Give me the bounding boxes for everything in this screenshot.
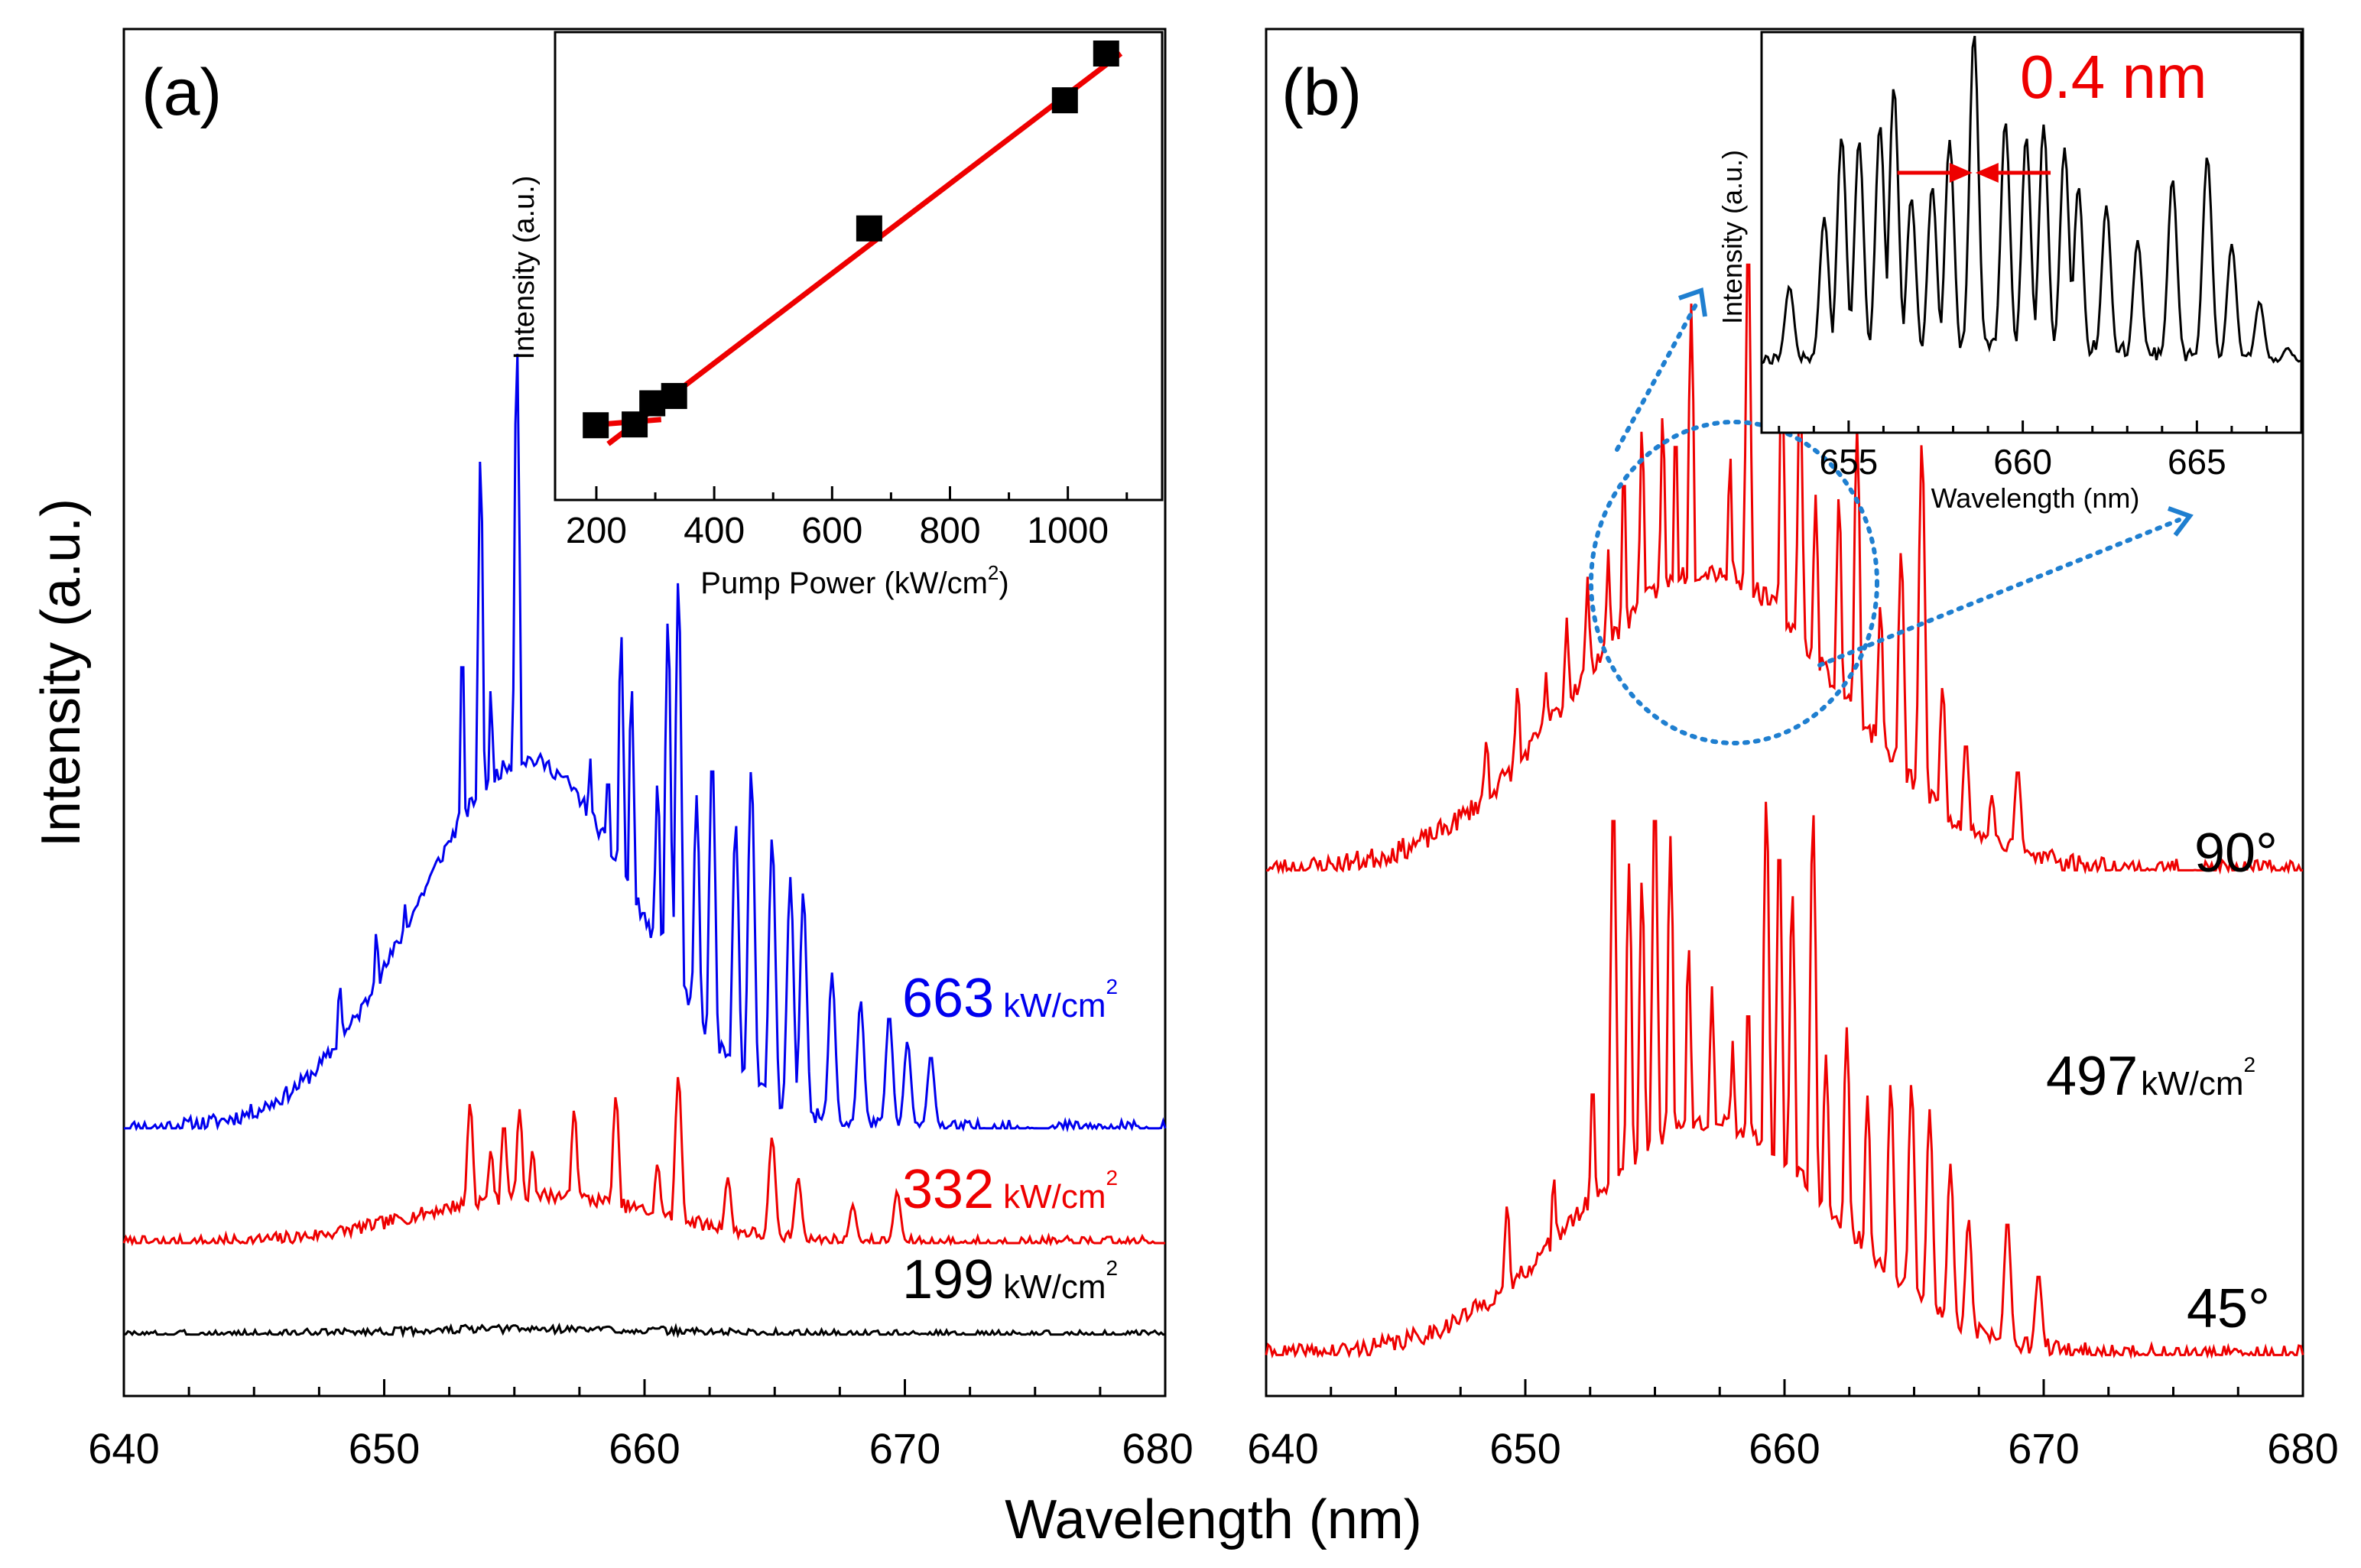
- inset-b-y-label: Intensity (a.u.): [1716, 150, 1748, 324]
- inset-a-x-label-sup: 2: [988, 561, 999, 584]
- panel-a-x-tick-label-650: 650: [349, 1424, 420, 1472]
- panel-a-x-tick-label-660: 660: [609, 1424, 680, 1472]
- panel-b: 640 650 660 670 680 (b) 90° 45° 497kW/cm2 65…: [1247, 28, 2339, 1472]
- inset-a-marks: [583, 41, 1123, 446]
- panel-b-inset: 655 660 665 Intensity (a.u.) Wavelength (n…: [1716, 31, 2303, 514]
- series-label-663-sup: 2: [1106, 975, 1119, 998]
- panel-a-series: [122, 353, 1167, 1339]
- angle-label-90: 90°: [2194, 823, 2278, 884]
- fit-line: [606, 51, 1123, 446]
- panel-b-x-tick-label-650: 650: [1489, 1424, 1560, 1472]
- panel-b-x-tick-label-640: 640: [1247, 1424, 1318, 1472]
- inset-a-tick-label-400: 400: [684, 511, 745, 551]
- data-point-295: [639, 390, 666, 417]
- linewidth-arrow-left-head: [1949, 163, 1973, 183]
- panel-a-x-ticks: 640 650 660 670 680: [88, 1379, 1193, 1472]
- power-label-sup: 2: [2244, 1053, 2256, 1076]
- panel-a-label: (a): [141, 56, 222, 129]
- panel-b-x-tick-label-670: 670: [2008, 1424, 2079, 1472]
- spectrum-line-332: [122, 1076, 1165, 1247]
- panel-a: 640 650 660 670 680 (a) 663 kW/cm2 332 kW/cm2 …: [88, 28, 1193, 1472]
- data-point-995: [1051, 87, 1078, 114]
- series-label-199: 199 kW/cm2: [902, 1249, 1118, 1310]
- zoom-circle: [1589, 420, 1879, 745]
- data-point-332: [661, 382, 687, 409]
- data-point-663: [856, 215, 882, 242]
- spectrum-line-663: [124, 353, 1167, 1133]
- series-label-199-unit: kW/cm: [1003, 1268, 1106, 1306]
- panel-b-x-tick-label-660: 660: [1749, 1424, 1820, 1472]
- panel-a-x-tick-label-640: 640: [88, 1424, 159, 1472]
- inset-a-tick-label-1000: 1000: [1027, 511, 1109, 551]
- inset-b-tick-label-665: 665: [2168, 442, 2226, 482]
- series-label-332-sup: 2: [1106, 1166, 1119, 1190]
- data-point-1065: [1093, 41, 1119, 67]
- zoom-arrow-right-line: [1817, 518, 2181, 667]
- angle-label-45: 45°: [2187, 1278, 2270, 1339]
- series-label-199-value: 199: [902, 1249, 994, 1310]
- panel-a-inset: 200 400 600 800 1000 Intensity (a.u.) Pump P…: [508, 31, 1164, 600]
- spectrum-line-199: [123, 1322, 1166, 1339]
- inset-b-x-ticks: 655 660 665: [1778, 420, 2303, 482]
- inset-a-x-label-text: Pump Power (kW/cm: [700, 566, 988, 600]
- panel-b-label: (b): [1281, 56, 1362, 129]
- inset-b-tick-label-660: 660: [1993, 442, 2052, 482]
- power-label-497: 497kW/cm2: [2046, 1046, 2255, 1107]
- inset-a-tick-label-200: 200: [566, 511, 627, 551]
- inset-b-spectrum-line: [1761, 35, 2301, 365]
- series-label-332-unit: kW/cm: [1003, 1178, 1106, 1216]
- inset-b-x-label: Wavelength (nm): [1931, 482, 2140, 514]
- series-label-663-value: 663: [902, 968, 994, 1029]
- data-point-199: [583, 412, 609, 439]
- linewidth-annotation: 0.4 nm: [2020, 43, 2207, 111]
- panel-b-x-ticks: 640 650 660 670 680: [1247, 1379, 2339, 1472]
- inset-a-x-ticks: 200 400 600 800 1000: [566, 486, 1129, 551]
- panel-b-x-tick-label-680: 680: [2267, 1424, 2338, 1472]
- series-label-332: 332 kW/cm2: [902, 1159, 1118, 1220]
- zoom-arrow-right-head: [2167, 506, 2194, 537]
- power-label-unit: kW/cm: [2141, 1065, 2243, 1102]
- series-label-663: 663 kW/cm2: [902, 968, 1118, 1029]
- panel-a-x-tick-label-680: 680: [1122, 1424, 1193, 1472]
- panel-b-series: [1265, 263, 2304, 1360]
- series-label-332-value: 332: [902, 1159, 994, 1220]
- series-label-663-unit: kW/cm: [1003, 987, 1106, 1024]
- zoom-arrow-left-head: [1678, 287, 1707, 317]
- inset-a-y-label: Intensity (a.u.): [508, 176, 541, 360]
- y-axis-title: Intensity (a.u.): [31, 498, 92, 847]
- inset-a-tick-label-800: 800: [919, 511, 980, 551]
- inset-b-tick-label-655: 655: [1819, 442, 1878, 482]
- inset-b-marks: [1761, 35, 2301, 365]
- panel-a-x-tick-label-670: 670: [869, 1424, 940, 1472]
- x-axis-title: Wavelength (nm): [1005, 1489, 1422, 1550]
- spectrum-line-45deg: [1265, 801, 2304, 1360]
- linewidth-arrow-right-head: [1975, 163, 1999, 183]
- power-label-value: 497: [2046, 1046, 2138, 1107]
- inset-a-x-label: Pump Power (kW/cm2): [700, 561, 1008, 600]
- spectrum-line-90deg: [1266, 263, 2303, 875]
- series-label-199-sup: 2: [1106, 1256, 1119, 1280]
- inset-a-tick-label-600: 600: [801, 511, 862, 551]
- inset-a-x-label-end: ): [999, 566, 1008, 600]
- zoom-arrow-left-line: [1615, 300, 1700, 452]
